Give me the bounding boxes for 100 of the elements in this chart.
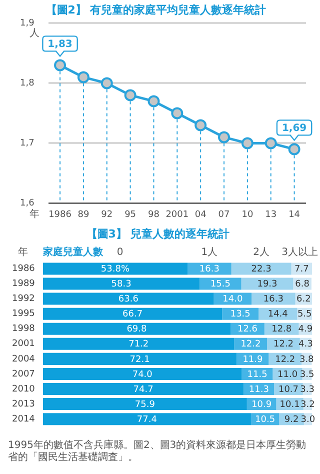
data-label: 11.9 [242,354,264,365]
point [218,131,230,144]
data-label: 72.1 [130,354,150,365]
text: 1995年的數值不含兵庫縣。圖2、圖3的資料來源都是日本厚生勞動省的「國民生活基礎調査」。 [8,440,308,464]
y-tick-label: 1989 [12,279,36,290]
data-label: 16.3 [199,264,220,275]
data-label: 10.1 [280,400,300,410]
data-label: 9.2 [284,414,299,425]
data-label: 11.0 [278,370,298,380]
data-label: 3.8 [299,354,314,365]
series-label: 2人 [253,246,270,258]
y-tick-label: 1,6 [20,198,35,209]
chart-title: 【圖2】 有兒童的家庭平均兒童人數逐年統計 [46,3,266,16]
bar [42,308,222,320]
y-tick-label: 1,7 [20,138,34,149]
y-tick-label: 1986 [12,264,36,274]
y-tick-label: 1998 [12,324,36,334]
point [148,95,160,108]
data-label: 11.3 [248,384,269,395]
bar [42,368,242,380]
annotation: 1,69 [282,122,307,134]
data-label: 77.4 [136,414,158,425]
point [77,71,90,84]
data-label: 63.6 [118,294,139,305]
data-label: 5.5 [297,310,312,320]
bar [42,322,231,335]
data-label: 22.3 [251,264,272,275]
data-label: 3.5 [300,370,314,380]
point [100,77,113,90]
bar [42,398,247,410]
x-tick-label: 95 [124,210,136,220]
data-label: 12.8 [272,324,292,335]
x-tick-label: 98 [148,210,160,220]
point [194,119,207,132]
y-tick-label: 1,9 [20,18,35,29]
data-label: 16.3 [263,294,284,305]
y-tick-label: 2010 [12,384,36,394]
x-tick-label: 13 [265,210,277,220]
bar [42,292,214,305]
point [54,59,66,72]
y-tick-label: 2013 [12,399,35,410]
data-label: 12.2 [273,340,294,350]
legend-title: 家庭兒童人數 [42,246,104,258]
series-label: 1人 [201,246,218,258]
data-label: 6.2 [296,294,311,305]
y-tick-label: 1995 [12,309,35,320]
point [241,137,254,150]
bar [231,262,292,275]
data-label: 71.2 [128,340,149,350]
data-label: 74.7 [133,384,154,395]
y-axis-title: 人 [29,28,40,39]
data-label: 3.0 [300,414,316,425]
data-label: 14.0 [222,294,243,305]
x-tick-label: 89 [78,210,90,220]
bar [42,382,244,396]
y-tick-label: 2014 [12,414,36,424]
y-tick-label: 1992 [12,294,35,304]
series-label: 0 [116,246,124,258]
point [124,89,136,102]
x-tick-label: 04 [194,210,207,220]
data-label: 12.2 [240,340,261,350]
series-label: 3人以上 [282,246,318,258]
bar [241,278,294,290]
data-label: 3.3 [300,384,314,395]
data-label: 66.7 [122,310,143,320]
point [264,137,277,150]
point [288,143,300,156]
data-label: 6.8 [295,280,310,290]
data-label: 19.3 [257,280,278,290]
data-label: 15.5 [210,280,230,290]
data-label: 11.5 [247,370,268,380]
data-label: 69.8 [126,324,148,335]
x-tick-label: 10 [242,210,254,220]
x-tick-label: 2001 [166,210,189,220]
point [171,107,184,120]
bar [42,262,188,275]
data-label: 12.6 [237,324,258,335]
data-label: 75.9 [134,400,156,410]
data-label: 7.7 [294,264,309,275]
annotation: 1,83 [48,38,72,50]
data-label: 58.3 [111,280,132,290]
bar [42,338,234,350]
x-tick-label: 14 [288,210,300,220]
data-label: 4.3 [298,340,313,350]
x-axis-title: 年 [29,208,40,220]
data-label: 13.5 [230,310,250,320]
x-tick-label: 07 [218,210,230,220]
data-label: 12.2 [275,354,296,365]
bar [42,278,200,290]
bar [42,413,251,426]
y-tick-label: 2007 [12,369,35,380]
x-tick-label: 92 [101,210,113,220]
data-label: 10.9 [252,400,272,410]
bar [200,278,242,290]
data-label: 53.8% [100,264,130,275]
data-label: 4.9 [298,324,313,335]
x-tick-label: 1986 [48,210,72,220]
chart-title: 【圖3】 兒童人數的逐年統計 [86,227,230,240]
data-label: 14.4 [268,310,288,320]
data-label: 10.7 [278,384,298,395]
